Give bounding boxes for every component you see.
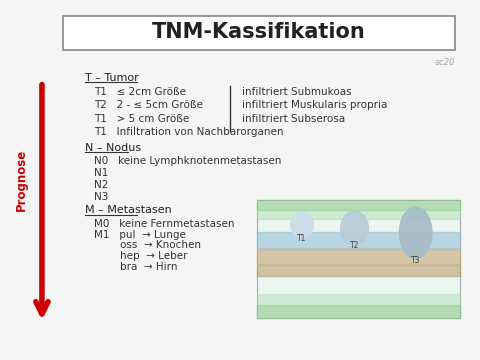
Text: N3: N3	[95, 192, 109, 202]
Text: N – Nodus: N – Nodus	[85, 143, 141, 153]
Text: bra  → Hirn: bra → Hirn	[95, 262, 178, 272]
Text: T1   > 5 cm Größe: T1 > 5 cm Größe	[95, 113, 190, 123]
Text: T2: T2	[350, 241, 359, 250]
Bar	[257, 200, 459, 318]
Ellipse shape	[341, 211, 368, 245]
Ellipse shape	[399, 207, 432, 259]
Text: ac20: ac20	[435, 58, 456, 67]
Ellipse shape	[290, 212, 313, 238]
Bar	[63, 16, 455, 50]
Text: T2   2 - ≤ 5cm Größe: T2 2 - ≤ 5cm Größe	[95, 100, 204, 110]
Text: oss  → Knochen: oss → Knochen	[95, 240, 202, 250]
Text: M1   pul  → Lunge: M1 pul → Lunge	[95, 230, 186, 240]
Text: N2: N2	[95, 180, 109, 190]
Text: N1: N1	[95, 168, 109, 178]
Text: T – Tumor: T – Tumor	[85, 73, 139, 83]
Text: M – Metastasen: M – Metastasen	[85, 205, 172, 215]
Text: hep  → Leber: hep → Leber	[95, 251, 188, 261]
Text: TNM-Kassifikation: TNM-Kassifikation	[152, 22, 366, 42]
Text: M0   keine Fernmetastasen: M0 keine Fernmetastasen	[95, 219, 235, 229]
Text: T1: T1	[297, 234, 307, 243]
Text: Prognose: Prognose	[15, 149, 28, 211]
Text: infiltriert Submukoas: infiltriert Submukoas	[242, 87, 352, 97]
Text: T1   Infiltration von Nachbarorganen: T1 Infiltration von Nachbarorganen	[95, 127, 284, 137]
Text: T3: T3	[411, 256, 420, 265]
Text: T1   ≤ 2cm Größe: T1 ≤ 2cm Größe	[95, 87, 186, 97]
Text: infiltriert Muskularis propria: infiltriert Muskularis propria	[242, 100, 388, 110]
Text: infiltriert Subserosa: infiltriert Subserosa	[242, 113, 346, 123]
Text: N0   keine Lymphknotenmetastasen: N0 keine Lymphknotenmetastasen	[95, 157, 282, 166]
